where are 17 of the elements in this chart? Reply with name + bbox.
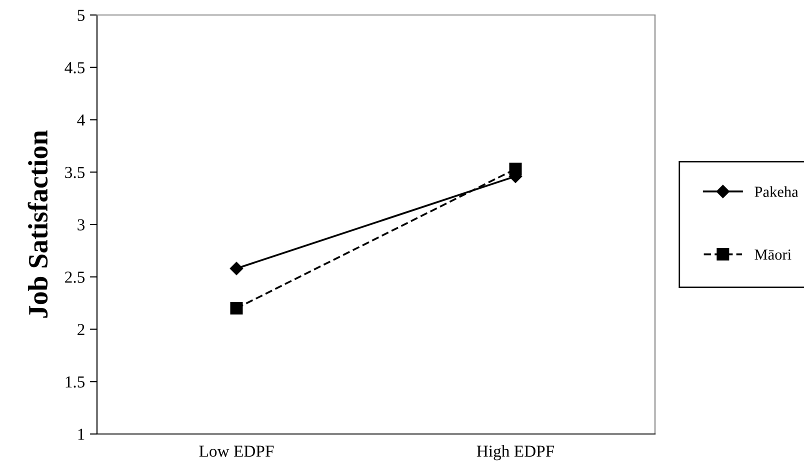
- y-tick-label: 2.5: [65, 272, 85, 283]
- y-tick-label: 4.5: [64, 62, 85, 74]
- y-tick-label: 5: [78, 10, 85, 21]
- y-tick-label: 3.5: [65, 166, 85, 178]
- y-tick-label: 1.5: [66, 376, 85, 388]
- x-tick-label: Low EDPF: [199, 446, 274, 457]
- y-tick-label: 1: [78, 428, 84, 440]
- point: [509, 162, 522, 176]
- legend-label: Pakeha: [754, 186, 798, 197]
- point: [230, 262, 244, 276]
- y-tick-label: 3: [78, 219, 85, 230]
- x-tick-label: High EDPF: [476, 445, 554, 460]
- y-tick-label: 4: [77, 114, 85, 126]
- point: [230, 302, 243, 315]
- y-axis-title: Job Satisfaction: [28, 130, 48, 318]
- y-tick-label: 2: [78, 324, 84, 336]
- legend-label: Māori: [754, 250, 792, 260]
